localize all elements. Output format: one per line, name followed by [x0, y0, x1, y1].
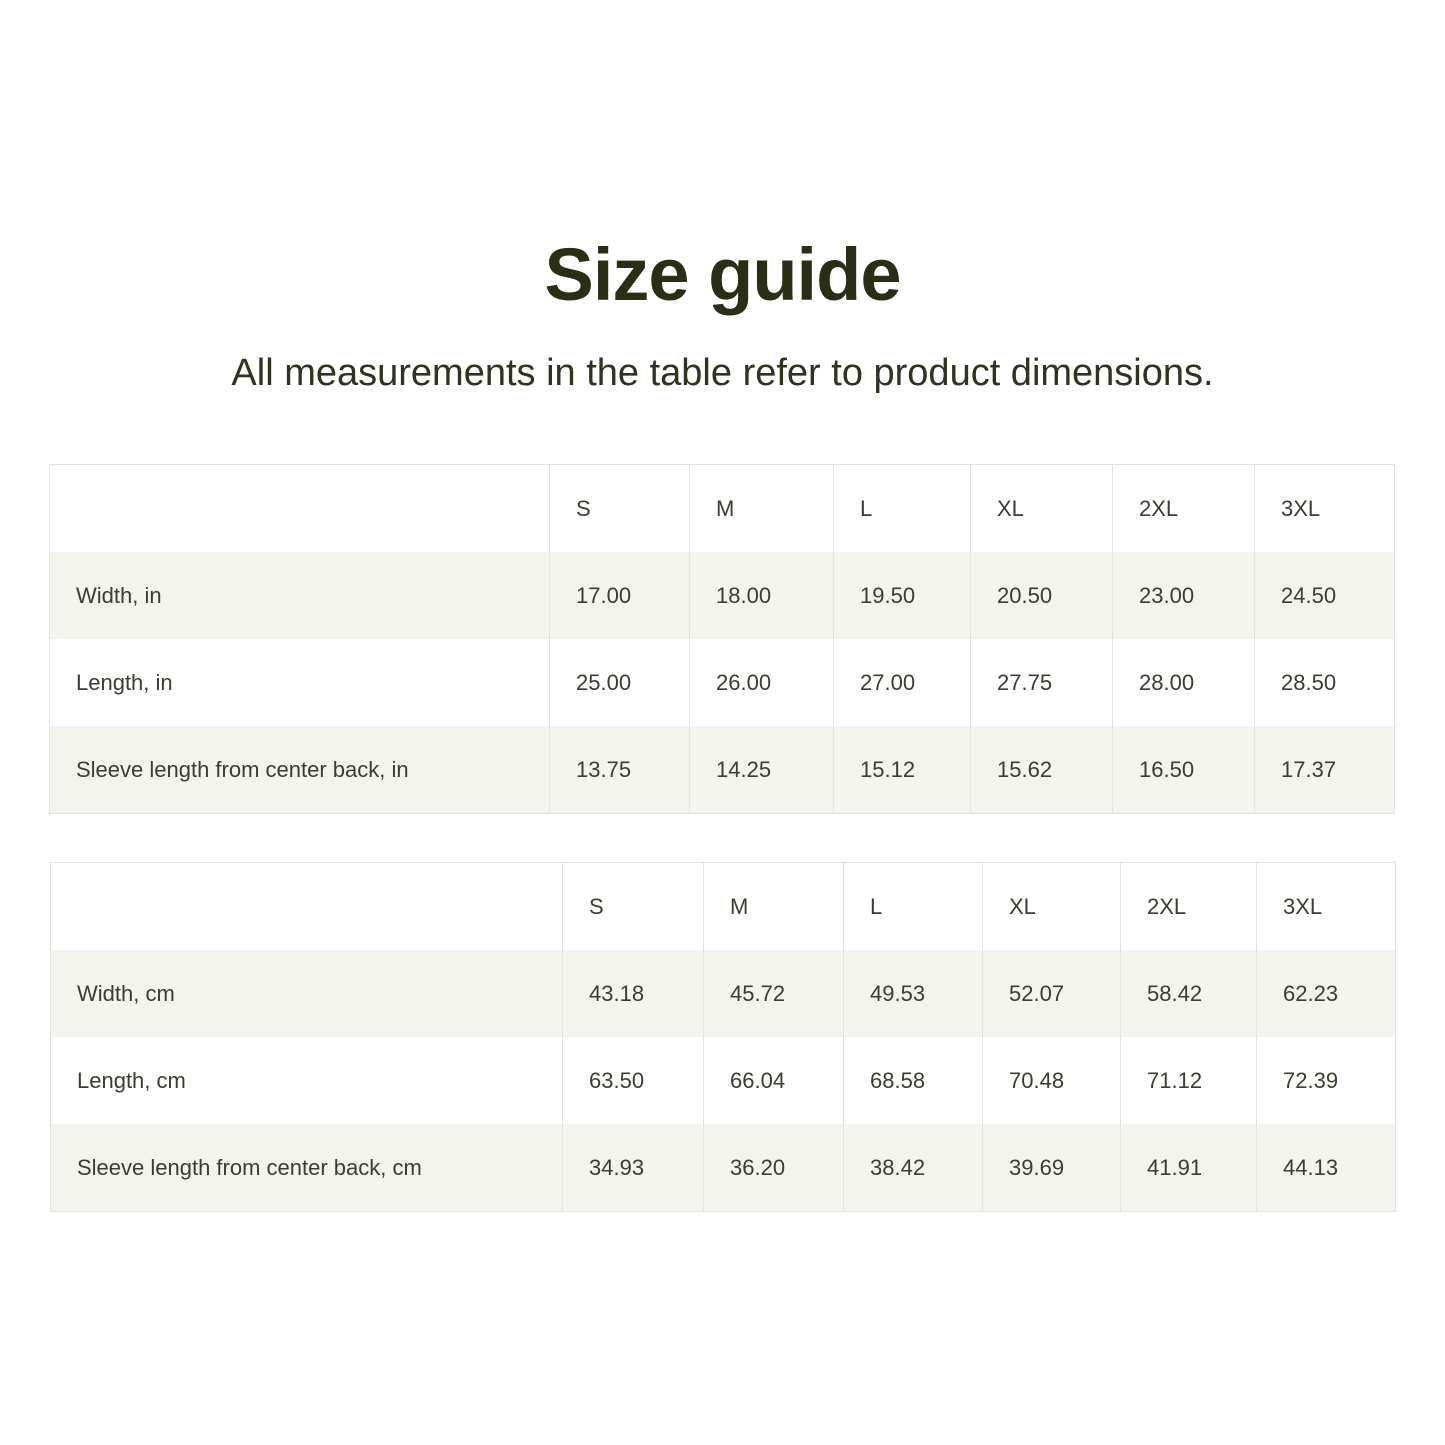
measurement-value-cell: 70.48: [982, 1037, 1121, 1124]
measurement-label-cell: Width, in: [49, 552, 550, 639]
measurement-value-cell: 45.72: [703, 950, 844, 1037]
measurement-value-cell: 52.07: [982, 950, 1121, 1037]
measurement-value-cell: 63.50: [562, 1037, 704, 1124]
measurement-value-cell: 20.50: [970, 552, 1113, 639]
measurement-value-cell: 27.75: [970, 639, 1113, 726]
table-row: Sleeve length from center back, in 13.75 1…: [49, 726, 1395, 814]
measurement-value-cell: 49.53: [843, 950, 983, 1037]
measurement-value-cell: 41.91: [1120, 1124, 1257, 1212]
size-header-cell: L: [843, 862, 983, 950]
size-header-cell: S: [562, 862, 704, 950]
table-row: Sleeve length from center back, cm 34.93 3…: [50, 1124, 1396, 1212]
measurement-value-cell: 68.58: [843, 1037, 983, 1124]
table-row: Width, cm 43.18 45.72 49.53 52.07 58.42 62.23: [50, 950, 1396, 1037]
measurement-value-cell: 44.13: [1256, 1124, 1396, 1212]
size-header-cell: M: [703, 862, 844, 950]
table-row: Length, in 25.00 26.00 27.00 27.75 28.00 28.50: [50, 639, 1395, 726]
size-header-cell: 2XL: [1112, 464, 1255, 552]
size-table-inches: S M L XL 2XL 3XL Width, in 17.00 18.00 19.50 20.50…: [49, 464, 1395, 814]
measurement-value-cell: 43.18: [562, 950, 704, 1037]
measurement-value-cell: 58.42: [1120, 950, 1257, 1037]
measurement-value-cell: 62.23: [1256, 950, 1396, 1037]
size-header-cell: XL: [982, 862, 1121, 950]
measurement-value-cell: 39.69: [982, 1124, 1121, 1212]
measurement-label-cell: Sleeve length from center back, in: [49, 726, 550, 814]
measurement-value-cell: 13.75: [549, 726, 690, 814]
size-header-cell: S: [549, 464, 690, 552]
table-row: Width, in 17.00 18.00 19.50 20.50 23.00 24.50: [49, 552, 1395, 639]
measurement-value-cell: 66.04: [703, 1037, 844, 1124]
measurement-value-cell: 28.00: [1112, 639, 1255, 726]
table-row: Length, cm 63.50 66.04 68.58 70.48 71.12 72.39: [51, 1037, 1396, 1124]
page-subtitle: All measurements in the table refer to p…: [231, 352, 1214, 394]
size-header-cell: M: [689, 464, 834, 552]
measurement-value-cell: 25.00: [549, 639, 690, 726]
measurement-value-cell: 15.12: [833, 726, 971, 814]
measurement-value-cell: 16.50: [1112, 726, 1255, 814]
measurement-value-cell: 72.39: [1256, 1037, 1396, 1124]
measurement-label-cell: Width, cm: [50, 950, 563, 1037]
size-header-cell: L: [833, 464, 971, 552]
measurement-value-cell: 34.93: [562, 1124, 704, 1212]
measurement-value-cell: 17.00: [549, 552, 690, 639]
measurement-value-cell: 71.12: [1120, 1037, 1257, 1124]
size-header-cell: 2XL: [1120, 862, 1257, 950]
measurement-value-cell: 23.00: [1112, 552, 1255, 639]
size-header-cell: XL: [970, 464, 1113, 552]
measurement-value-cell: 28.50: [1254, 639, 1395, 726]
measurement-value-cell: 27.00: [833, 639, 971, 726]
header-corner-cell: [50, 465, 550, 553]
measurement-value-cell: 24.50: [1254, 552, 1395, 639]
size-header-cell: 3XL: [1256, 862, 1396, 950]
measurement-value-cell: 18.00: [689, 552, 834, 639]
header-row: S M L XL 2XL 3XL: [51, 862, 1396, 951]
measurement-label-cell: Length, in: [76, 669, 173, 695]
measurement-value-cell: 19.50: [833, 552, 971, 639]
measurement-label-cell: Sleeve length from center back, cm: [50, 1124, 563, 1212]
measurement-value-cell: 36.20: [703, 1124, 844, 1212]
measurement-value-cell: 14.25: [689, 726, 834, 814]
measurement-value-cell: 38.42: [843, 1124, 983, 1212]
measurement-value-cell: 17.37: [1254, 726, 1395, 814]
measurement-value-cell: 15.62: [970, 726, 1113, 814]
page-title: Size guide: [544, 233, 902, 316]
header-corner-cell: [51, 863, 563, 951]
measurement-label-cell: Length, cm: [77, 1067, 186, 1093]
measurement-value-cell: 26.00: [689, 639, 834, 726]
size-header-cell: 3XL: [1254, 464, 1395, 552]
header-row: S M L XL 2XL 3XL: [50, 464, 1395, 553]
size-table-centimeters: S M L XL 2XL 3XL Width, cm 43.18 45.72 49.53 52.07…: [50, 862, 1396, 1212]
